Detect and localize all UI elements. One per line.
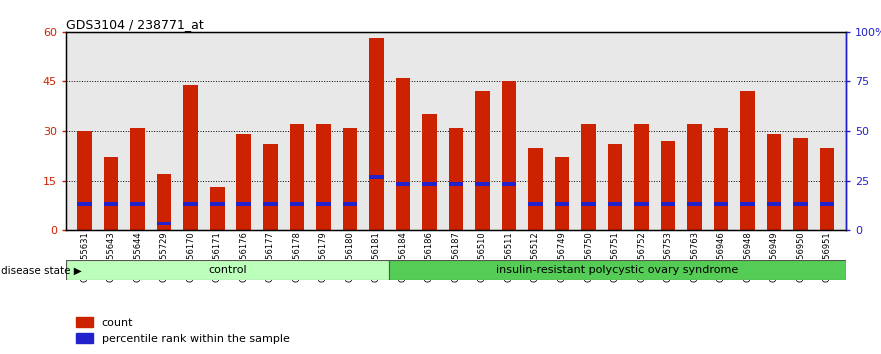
Bar xyxy=(820,148,834,230)
Text: disease state ▶: disease state ▶ xyxy=(1,266,82,276)
Bar xyxy=(501,81,516,230)
Bar xyxy=(66,260,389,280)
Bar xyxy=(581,124,596,230)
Bar xyxy=(661,141,676,230)
Bar xyxy=(634,124,648,230)
Bar xyxy=(290,202,304,206)
Bar xyxy=(343,128,357,230)
Text: GDS3104 / 238771_at: GDS3104 / 238771_at xyxy=(66,18,204,31)
Bar xyxy=(687,124,702,230)
Bar xyxy=(634,202,648,206)
Bar xyxy=(475,91,490,230)
Bar xyxy=(78,202,92,206)
Bar xyxy=(316,124,330,230)
Bar xyxy=(714,128,729,230)
Bar xyxy=(422,182,437,186)
Bar xyxy=(210,202,225,206)
Bar xyxy=(529,202,543,206)
Bar xyxy=(389,260,846,280)
Bar xyxy=(714,202,729,206)
Bar xyxy=(130,128,145,230)
Bar xyxy=(794,202,808,206)
Bar xyxy=(263,202,278,206)
Bar xyxy=(396,78,411,230)
Bar xyxy=(501,182,516,186)
Bar xyxy=(766,202,781,206)
Bar xyxy=(396,182,411,186)
Bar xyxy=(130,202,145,206)
Bar xyxy=(687,202,702,206)
Bar xyxy=(820,202,834,206)
Bar xyxy=(766,134,781,230)
Bar xyxy=(475,182,490,186)
Bar xyxy=(104,158,118,230)
Bar xyxy=(78,131,92,230)
Bar xyxy=(369,39,383,230)
Bar xyxy=(661,202,676,206)
Bar xyxy=(581,202,596,206)
Bar xyxy=(183,85,198,230)
Bar xyxy=(236,202,251,206)
Bar xyxy=(316,202,330,206)
Bar xyxy=(608,202,622,206)
Bar xyxy=(555,158,569,230)
Bar xyxy=(529,148,543,230)
Text: control: control xyxy=(208,265,247,275)
Bar xyxy=(422,114,437,230)
Legend: count, percentile rank within the sample: count, percentile rank within the sample xyxy=(71,313,294,348)
Bar xyxy=(448,182,463,186)
Bar xyxy=(210,187,225,230)
Bar xyxy=(555,202,569,206)
Text: insulin-resistant polycystic ovary syndrome: insulin-resistant polycystic ovary syndr… xyxy=(496,265,738,275)
Bar xyxy=(343,202,357,206)
Bar xyxy=(448,128,463,230)
Bar xyxy=(263,144,278,230)
Bar xyxy=(740,202,755,206)
Bar xyxy=(183,202,198,206)
Bar xyxy=(157,222,172,225)
Bar xyxy=(104,202,118,206)
Bar xyxy=(236,134,251,230)
Bar xyxy=(290,124,304,230)
Bar xyxy=(369,175,383,179)
Bar xyxy=(740,91,755,230)
Bar xyxy=(157,174,172,230)
Bar xyxy=(608,144,622,230)
Bar xyxy=(794,138,808,230)
